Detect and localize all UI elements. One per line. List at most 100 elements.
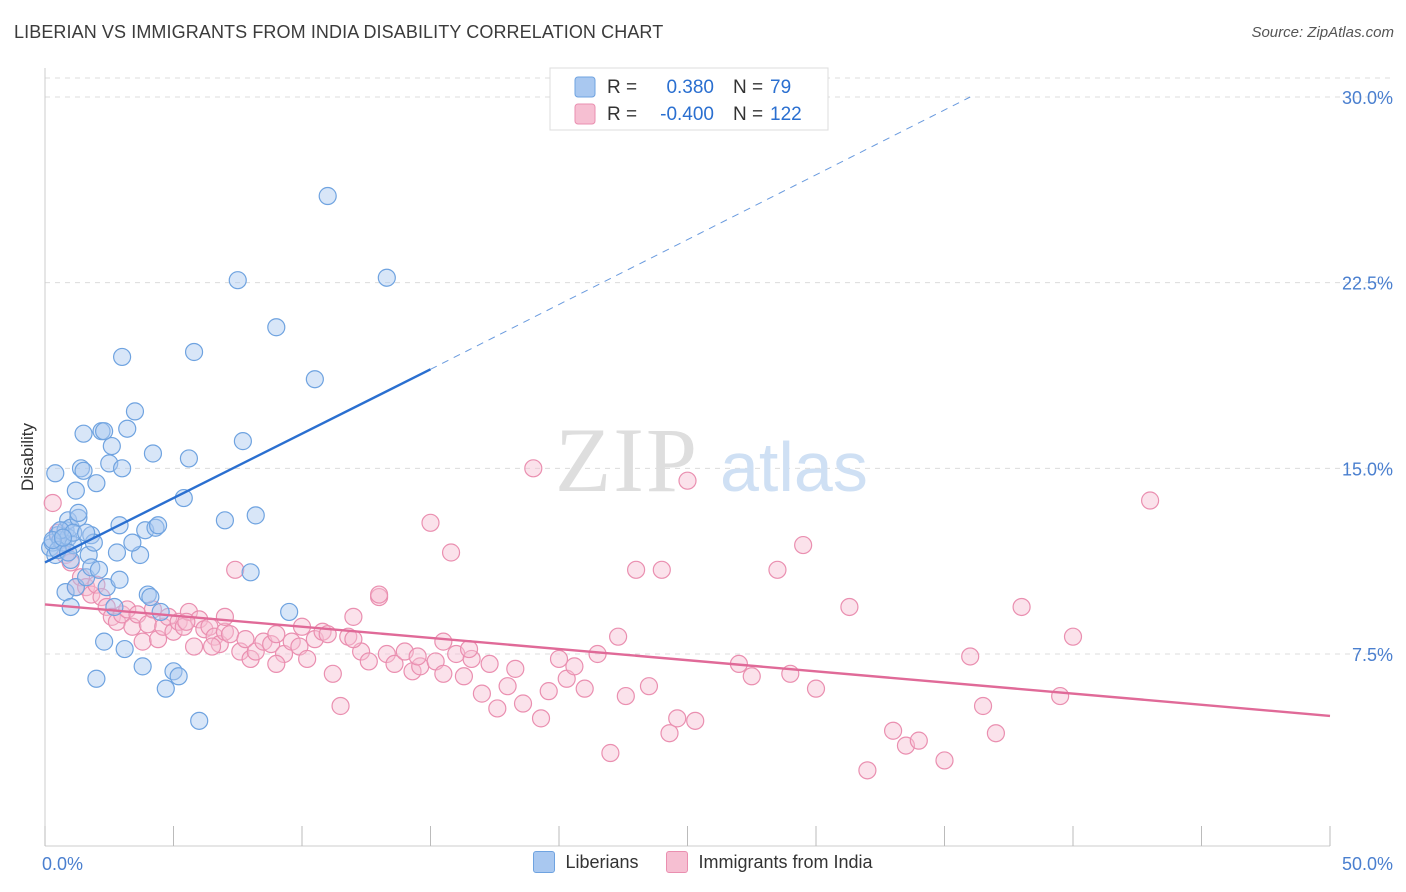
india-point bbox=[973, 696, 993, 716]
liberian-point bbox=[156, 679, 175, 698]
india-point bbox=[639, 677, 659, 696]
watermark: ZIP atlas bbox=[555, 409, 868, 511]
liberians-swatch bbox=[533, 851, 556, 873]
india-point bbox=[184, 637, 204, 656]
liberian-point bbox=[61, 550, 80, 570]
liberian-point bbox=[148, 516, 168, 535]
india-point bbox=[840, 597, 859, 617]
india-point bbox=[858, 761, 877, 780]
y-axis-label: Disability bbox=[18, 422, 37, 491]
y-tick-label: 7.5% bbox=[1352, 645, 1393, 665]
liberian-point bbox=[318, 186, 337, 206]
india-point bbox=[1063, 627, 1083, 646]
india-point bbox=[806, 679, 826, 698]
source-label: Source: ZipAtlas.com bbox=[1251, 24, 1394, 41]
liberian-point bbox=[169, 667, 188, 686]
liberian-point bbox=[112, 459, 132, 478]
liberian-point bbox=[105, 597, 124, 617]
india-point bbox=[480, 654, 499, 674]
india-point bbox=[652, 560, 671, 579]
liberian-point bbox=[146, 518, 165, 537]
axes bbox=[44, 68, 1331, 847]
india-point bbox=[531, 709, 551, 728]
liberian-point bbox=[118, 419, 137, 438]
legend-n-label-1: N = bbox=[733, 77, 763, 98]
liberian-point bbox=[280, 602, 299, 622]
india-label: Immigrants from India bbox=[698, 851, 873, 872]
liberian-point bbox=[246, 506, 265, 525]
india-point bbox=[434, 632, 453, 651]
liberian-point bbox=[74, 461, 93, 480]
liberian-point bbox=[107, 543, 127, 562]
legend-r-value-2: -0.400 bbox=[660, 104, 714, 125]
india-point bbox=[133, 632, 152, 651]
india-point bbox=[421, 513, 440, 532]
india-point bbox=[1051, 686, 1070, 706]
watermark-zip: ZIP bbox=[555, 409, 699, 511]
india-point bbox=[323, 664, 342, 683]
legend-n-value-2: 122 bbox=[770, 104, 802, 125]
legend-swatch-pink bbox=[574, 103, 596, 125]
liberian-point bbox=[305, 370, 324, 389]
liberian-point bbox=[138, 585, 157, 604]
india-point bbox=[794, 535, 813, 555]
india-point bbox=[668, 709, 687, 728]
india-point bbox=[883, 721, 903, 740]
india-point bbox=[441, 543, 461, 562]
india-point bbox=[43, 493, 62, 513]
legend-item-india[interactable]: Immigrants from India bbox=[666, 851, 873, 873]
legend-n-value-1: 79 bbox=[770, 77, 791, 98]
india-point bbox=[434, 664, 453, 683]
liberian-point bbox=[71, 459, 91, 478]
liberian-point bbox=[123, 533, 142, 552]
india-point bbox=[549, 649, 569, 669]
liberian-point bbox=[143, 444, 163, 463]
india-point bbox=[220, 625, 240, 644]
india-point bbox=[202, 637, 222, 656]
trend-lines bbox=[44, 96, 1331, 718]
legend-r-label-1: R = bbox=[607, 77, 637, 98]
liberian-point bbox=[66, 481, 85, 500]
india-point bbox=[344, 607, 363, 626]
india-point bbox=[909, 731, 928, 750]
india-point bbox=[961, 647, 980, 666]
liberian-point bbox=[53, 528, 73, 547]
legend-item-liberians[interactable]: Liberians bbox=[533, 851, 638, 873]
india-point bbox=[986, 724, 1006, 743]
bottom-legend: Liberians Immigrants from India bbox=[0, 851, 1406, 873]
india-trend-line bbox=[44, 603, 1331, 718]
india-point bbox=[298, 649, 317, 669]
liberian-point bbox=[112, 347, 132, 367]
india-point bbox=[267, 654, 286, 674]
india-point bbox=[524, 459, 543, 478]
india-point bbox=[601, 743, 620, 763]
india-point bbox=[226, 560, 245, 579]
y-tick-label: 15.0% bbox=[1342, 459, 1393, 479]
liberian-point bbox=[69, 503, 88, 522]
liberian-point bbox=[267, 318, 286, 337]
india-point bbox=[660, 724, 679, 743]
legend-swatch-blue bbox=[574, 76, 596, 98]
india-point bbox=[459, 639, 479, 659]
liberian-point bbox=[184, 342, 204, 362]
india-point bbox=[498, 677, 517, 696]
india-point bbox=[506, 659, 525, 678]
x-tick-labels: 0.0% 50.0% bbox=[42, 854, 1393, 874]
x-tick-label: 0.0% bbox=[42, 854, 83, 874]
india-point bbox=[359, 652, 378, 671]
watermark-atlas: atlas bbox=[720, 428, 868, 506]
liberian-point bbox=[102, 436, 121, 456]
india-point bbox=[331, 696, 350, 716]
liberian-trend-extension bbox=[430, 96, 971, 370]
liberian-trend-line bbox=[44, 368, 432, 564]
liberian-point bbox=[215, 511, 234, 530]
chart-title: LIBERIAN VS IMMIGRANTS FROM INDIA DISABI… bbox=[14, 22, 664, 42]
liberian-point bbox=[87, 474, 106, 493]
india-point bbox=[92, 587, 111, 607]
india-point bbox=[742, 667, 761, 686]
india-point bbox=[1012, 597, 1031, 617]
liberian-point bbox=[74, 424, 93, 443]
x-tick-label: 50.0% bbox=[1342, 854, 1393, 874]
liberian-point bbox=[125, 402, 145, 421]
